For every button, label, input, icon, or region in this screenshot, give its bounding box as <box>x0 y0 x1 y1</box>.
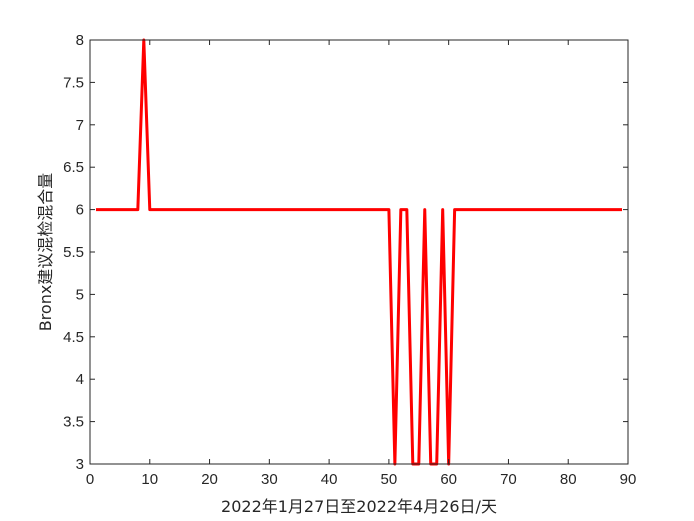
x-axis: 0 10 20 30 40 50 60 70 80 90 <box>86 40 637 488</box>
x-tick-label: 10 <box>141 471 158 488</box>
series-layer <box>95 38 623 466</box>
x-tick-label: 0 <box>86 471 94 488</box>
y-axis: 3 3.5 4 4.5 5 5.5 6 6.5 7 7.5 8 <box>63 32 628 473</box>
y-tick-label: 6.5 <box>63 159 84 176</box>
y-tick-label: 4 <box>76 371 84 388</box>
x-tick-label: 70 <box>500 471 517 488</box>
x-tick-label: 60 <box>440 471 457 488</box>
y-tick-label: 3 <box>76 456 84 473</box>
x-tick-label: 30 <box>261 471 278 488</box>
series-line <box>95 38 623 466</box>
y-tick-label: 7 <box>76 117 84 134</box>
y-tick-label: 6 <box>76 202 84 219</box>
y-tick-label: 3.5 <box>63 414 84 431</box>
x-tick-label: 80 <box>560 471 577 488</box>
y-tick-label: 4.5 <box>63 329 84 346</box>
y-axis-label: Bronx建议混检混合量 <box>36 173 55 332</box>
y-tick-label: 7.5 <box>63 74 84 91</box>
plot-area <box>90 40 628 464</box>
x-tick-label: 50 <box>381 471 398 488</box>
x-tick-label: 90 <box>620 471 637 488</box>
y-tick-label: 5.5 <box>63 244 84 261</box>
x-tick-label: 40 <box>321 471 338 488</box>
x-tick-label: 20 <box>201 471 218 488</box>
y-tick-label: 5 <box>76 286 84 303</box>
x-axis-label: 2022年1月27日至2022年4月26日/天 <box>221 497 497 516</box>
y-tick-label: 8 <box>76 32 84 49</box>
